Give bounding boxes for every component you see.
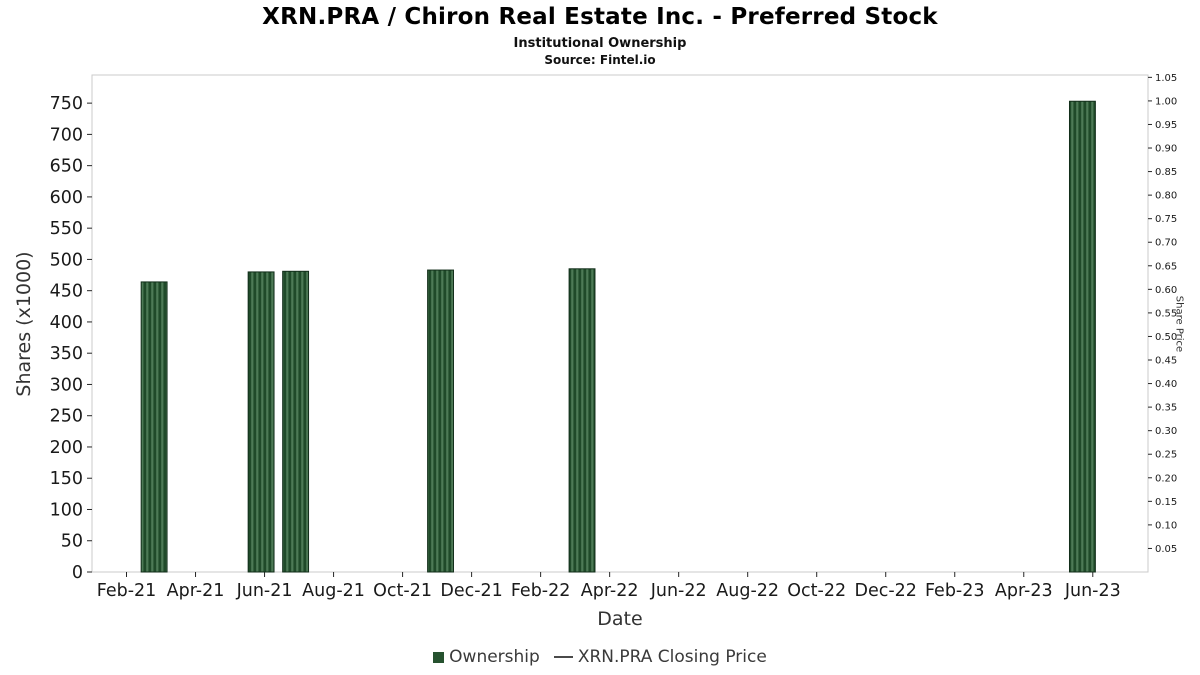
y-left-tick-label: 450 <box>50 282 83 302</box>
x-tick-label: Oct-21 <box>373 581 432 601</box>
y-left-tick-label: 500 <box>50 250 83 270</box>
ownership-bar <box>568 268 596 573</box>
x-tick-label: Apr-21 <box>167 581 225 601</box>
legend-item-closing-price: XRN.PRA Closing Price <box>553 647 767 667</box>
x-tick-label: Jun-21 <box>236 581 293 601</box>
ownership-legend-swatch <box>433 651 445 663</box>
y-right-tick-label: 0.30 <box>1155 426 1177 437</box>
y-right-tick-label: 0.80 <box>1155 191 1177 202</box>
y-right-tick-label: 0.60 <box>1155 285 1177 296</box>
y-right-tick-label: 0.75 <box>1155 214 1177 225</box>
y-right-tick-label: 0.55 <box>1155 308 1177 319</box>
y-axis-label-left: Shares (x1000) <box>13 251 35 397</box>
x-tick-label: Aug-21 <box>302 581 365 601</box>
y-right-tick-label: 0.05 <box>1155 544 1177 555</box>
x-tick-label: Jun-23 <box>1064 581 1121 601</box>
y-right-tick-label: 0.25 <box>1155 450 1177 461</box>
y-right-tick-label: 0.95 <box>1155 120 1177 131</box>
ownership-bar <box>282 270 310 573</box>
y-left-tick-label: 750 <box>50 94 83 114</box>
ownership-bar <box>247 271 275 573</box>
y-left-tick-label: 700 <box>50 125 83 145</box>
y-left-tick-label: 150 <box>50 469 83 489</box>
y-left-tick-label: 200 <box>50 438 83 458</box>
x-axis-label: Date <box>597 608 643 630</box>
x-tick-label: Feb-23 <box>925 581 985 601</box>
y-axis-label-right: Share Price <box>1173 295 1185 353</box>
x-tick-label: Feb-22 <box>511 581 571 601</box>
x-tick-label: Apr-22 <box>581 581 639 601</box>
x-tick-label: Jun-22 <box>650 581 707 601</box>
y-left-tick-label: 0 <box>72 563 83 583</box>
legend-label-ownership: Ownership <box>449 647 540 667</box>
legend-label-closing-price: XRN.PRA Closing Price <box>577 647 767 667</box>
y-right-tick-label: 0.70 <box>1155 238 1177 249</box>
y-left-tick-label: 350 <box>50 344 83 364</box>
chart-subtitle: Institutional Ownership <box>513 36 687 51</box>
y-right-tick-label: 0.85 <box>1155 167 1177 178</box>
ownership-bar <box>140 281 168 573</box>
ownership-bar <box>1068 100 1096 573</box>
x-tick-label: Aug-22 <box>716 581 779 601</box>
x-tick-label: Apr-23 <box>995 581 1053 601</box>
y-left-tick-label: 550 <box>50 219 83 239</box>
chart-title: XRN.PRA / Chiron Real Estate Inc. - Pref… <box>262 4 938 30</box>
y-right-tick-label: 0.45 <box>1155 356 1177 367</box>
x-tick-label: Feb-21 <box>97 581 157 601</box>
y-left-tick-label: 300 <box>50 375 83 395</box>
y-right-tick-label: 0.15 <box>1155 497 1177 508</box>
y-left-tick-label: 250 <box>50 407 83 427</box>
x-tick-label: Dec-21 <box>440 581 502 601</box>
closing-price-legend-swatch <box>553 656 573 658</box>
y-right-tick-label: 0.90 <box>1155 144 1177 155</box>
chart-legend: Ownership XRN.PRA Closing Price <box>0 647 1200 667</box>
y-left-tick-label: 100 <box>50 500 83 520</box>
y-right-tick-label: 0.40 <box>1155 379 1177 390</box>
y-right-tick-label: 0.20 <box>1155 473 1177 484</box>
y-right-tick-label: 1.05 <box>1155 73 1177 84</box>
chart-source: Source: Fintel.io <box>544 53 656 67</box>
y-right-tick-label: 0.35 <box>1155 403 1177 414</box>
y-right-tick-label: 0.50 <box>1155 332 1177 343</box>
y-left-tick-label: 50 <box>61 532 83 552</box>
x-tick-label: Oct-22 <box>787 581 846 601</box>
y-right-tick-label: 0.10 <box>1155 520 1177 531</box>
y-left-tick-label: 600 <box>50 188 83 208</box>
ownership-bar <box>427 269 454 573</box>
x-tick-label: Dec-22 <box>854 581 916 601</box>
y-right-tick-label: 1.00 <box>1155 96 1177 107</box>
y-right-tick-label: 0.65 <box>1155 261 1177 272</box>
legend-item-ownership: Ownership <box>433 647 540 667</box>
y-left-tick-label: 400 <box>50 313 83 333</box>
y-left-tick-label: 650 <box>50 157 83 177</box>
